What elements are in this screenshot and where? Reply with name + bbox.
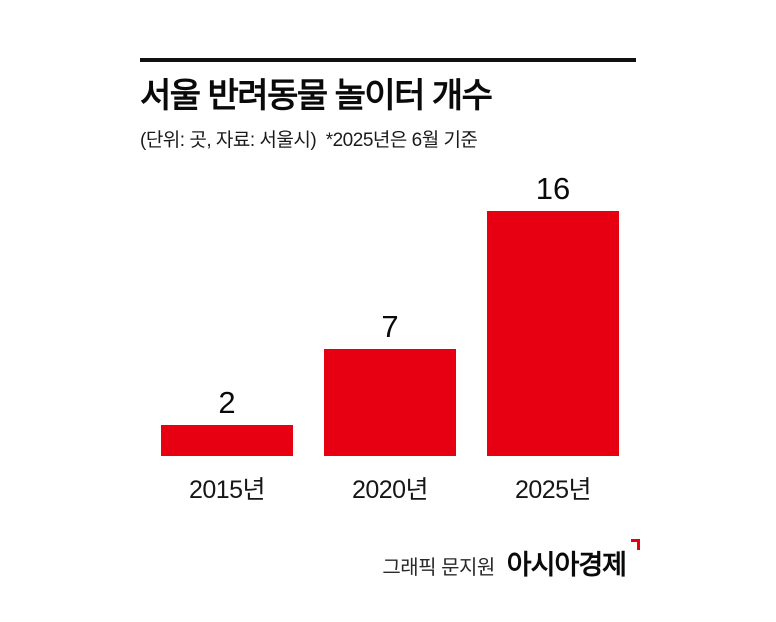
bar-chart: 2 7 16 2015년 2020년 2025년 (140, 166, 640, 506)
bar-plot-area: 2 7 16 (140, 166, 640, 457)
brand-logo-text: 아시아경제 (506, 550, 627, 580)
x-label-2015: 2015년 (188, 476, 266, 505)
x-label-2020: 2020년 (351, 476, 429, 505)
bar-value-2020: 7 (381, 309, 399, 345)
graphic-credit: 그래픽 문지원 (382, 557, 495, 579)
bar-group-2025: 16 (487, 171, 619, 457)
bar-group-2015: 2 (161, 385, 293, 457)
bar-2025 (487, 211, 619, 457)
brand-logo-mark-icon (631, 539, 640, 550)
top-rule (140, 58, 636, 62)
bar-value-2015: 2 (218, 385, 236, 421)
chart-title: 서울 반려동물 놀이터 개수 (140, 77, 493, 115)
chart-subtitle: (단위: 곳, 자료: 서울시) *2025년은 6월 기준 (140, 130, 478, 152)
chart-card: 서울 반려동물 놀이터 개수 (단위: 곳, 자료: 서울시) *2025년은 … (140, 0, 640, 506)
bar-2015 (161, 425, 293, 457)
footer-credits: 그래픽 문지원 아시아경제 (140, 539, 640, 582)
bar-group-2020: 7 (324, 309, 456, 457)
bar-value-2025: 16 (535, 171, 571, 207)
x-axis-labels: 2015년 2020년 2025년 (140, 470, 640, 506)
brand-logo: 아시아경제 (506, 539, 640, 582)
x-label-2025: 2025년 (514, 476, 592, 505)
bar-2020 (324, 349, 456, 457)
